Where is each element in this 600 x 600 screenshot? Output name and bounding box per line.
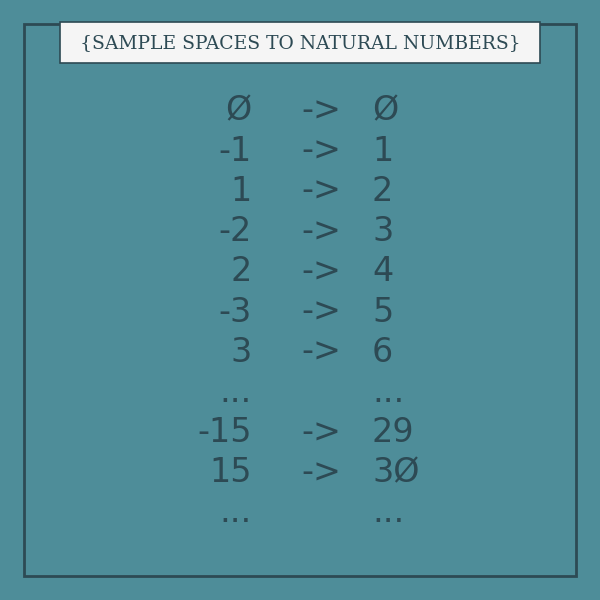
Text: ->: -> [301, 296, 341, 329]
Text: Ø: Ø [226, 95, 252, 128]
Text: 3: 3 [372, 215, 393, 248]
Text: ->: -> [301, 134, 341, 167]
Text: 1: 1 [372, 134, 393, 167]
Text: ->: -> [301, 416, 341, 449]
Text: 2: 2 [372, 175, 394, 208]
Text: 1: 1 [231, 175, 252, 208]
Text: 15: 15 [209, 456, 252, 490]
Text: 2: 2 [230, 256, 252, 289]
Text: {SAMPLE SPACES TO NATURAL NUMBERS}: {SAMPLE SPACES TO NATURAL NUMBERS} [80, 34, 520, 52]
Text: ...: ... [372, 497, 404, 530]
Text: Ø: Ø [372, 95, 398, 128]
Text: 4: 4 [372, 256, 393, 289]
Text: ->: -> [301, 175, 341, 208]
Text: 3Ø: 3Ø [372, 456, 419, 490]
Text: ->: -> [301, 215, 341, 248]
FancyBboxPatch shape [60, 22, 540, 63]
Text: 6: 6 [372, 336, 393, 368]
Text: 3: 3 [231, 336, 252, 368]
Text: -15: -15 [197, 416, 252, 449]
Text: 5: 5 [372, 296, 393, 329]
Text: ->: -> [301, 256, 341, 289]
Text: -1: -1 [219, 134, 252, 167]
Text: ...: ... [220, 497, 252, 530]
Text: ...: ... [220, 376, 252, 409]
Text: ->: -> [301, 95, 341, 128]
Text: -2: -2 [218, 215, 252, 248]
Text: 29: 29 [372, 416, 415, 449]
Text: ->: -> [301, 456, 341, 490]
Text: -3: -3 [219, 296, 252, 329]
Text: ->: -> [301, 336, 341, 368]
Text: ...: ... [372, 376, 404, 409]
